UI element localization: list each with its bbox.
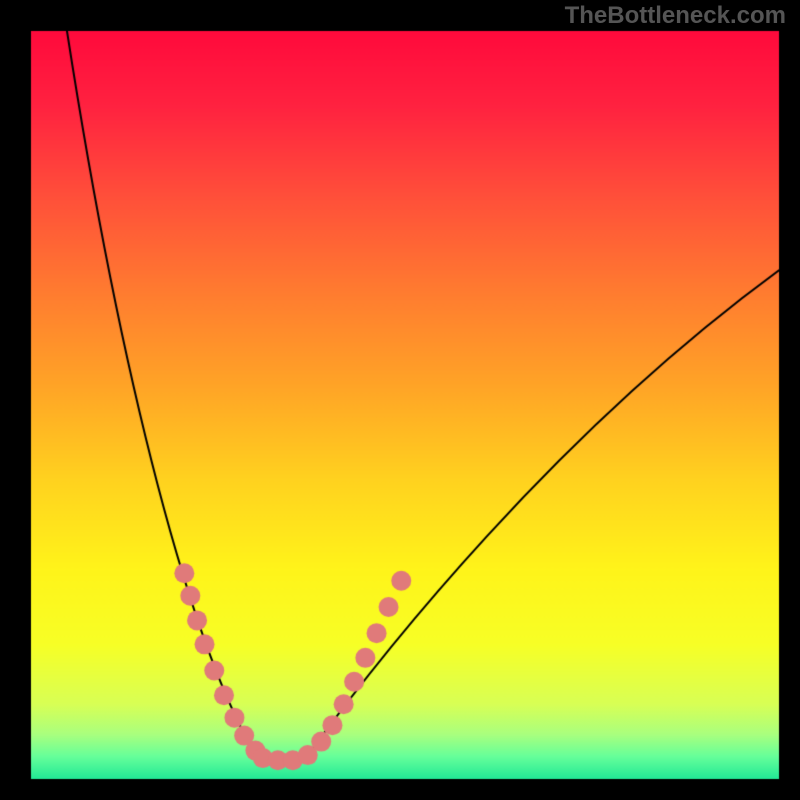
watermark-text: TheBottleneck.com xyxy=(565,2,786,30)
bottleneck-chart-canvas xyxy=(0,0,800,800)
chart-stage: TheBottleneck.com xyxy=(0,0,800,800)
